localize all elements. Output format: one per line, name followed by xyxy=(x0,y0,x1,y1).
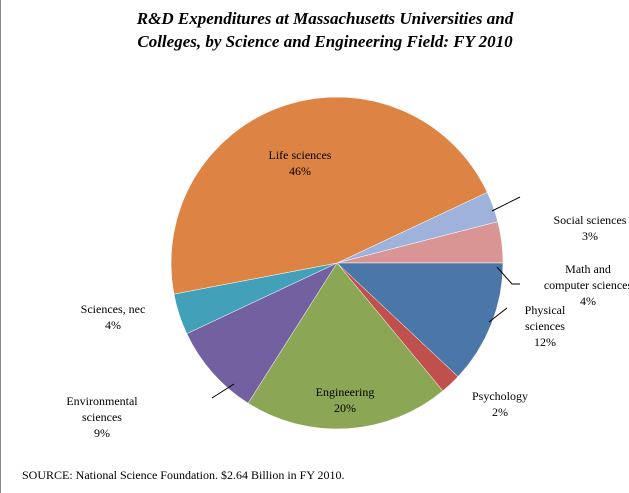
pie-slice xyxy=(247,262,444,430)
slice-label: Environmental sciences xyxy=(66,394,138,424)
slice-label-line: sciences xyxy=(525,319,565,333)
pie-slice xyxy=(170,96,488,295)
slice-label: Sciences, nec xyxy=(81,302,146,316)
leader-line xyxy=(491,196,521,212)
slice-label: Physical sciences xyxy=(525,303,566,333)
slice-label-line: computer sciences xyxy=(544,278,629,292)
slice-value-label: 2% xyxy=(492,405,508,419)
chart-title: Colleges, by Science and Engineering Fie… xyxy=(137,32,513,51)
slice-label-line: Environmental xyxy=(66,394,138,408)
slice-label-line: Math and xyxy=(565,262,611,276)
slice-value-label: 46% xyxy=(289,164,311,178)
pie-slice xyxy=(336,262,504,377)
slice-value-label: 3% xyxy=(582,229,598,243)
source-note: SOURCE: National Science Foundation. $2.… xyxy=(22,468,345,482)
slice-label: Engineering xyxy=(316,385,375,399)
leader-line xyxy=(488,307,508,323)
slice-value-label: 9% xyxy=(94,426,110,440)
pie-slice xyxy=(186,262,338,404)
chart-title: R&D Expenditures at Massachusetts Univer… xyxy=(136,9,514,28)
slice-value-label: 4% xyxy=(580,294,596,308)
slice-value-label: 4% xyxy=(105,318,121,332)
leader-line xyxy=(496,266,520,285)
slice-label-line: sciences xyxy=(82,410,122,424)
slice-label: Math and computer sciences xyxy=(544,262,629,292)
slice-label: Life sciences xyxy=(269,148,332,162)
leader-line xyxy=(211,383,235,399)
slice-value-label: 12% xyxy=(534,335,556,349)
slice-label: Social sciences xyxy=(554,213,627,227)
slice-label-line: Physical xyxy=(525,303,566,317)
slice-label: Psychology xyxy=(472,389,528,403)
slice-value-label: 20% xyxy=(334,401,356,415)
